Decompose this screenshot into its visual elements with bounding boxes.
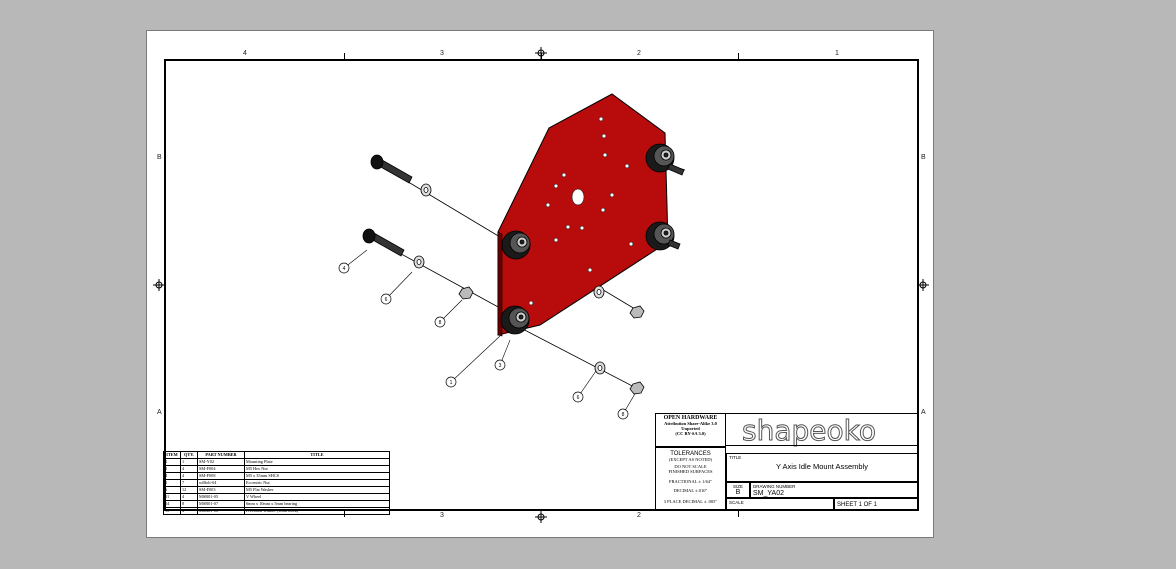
v-wheel [500,305,530,335]
balloon-label: 1 [450,380,453,386]
bom-header-row: ITEM QTY. PART NUMBER TITLE [163,451,390,459]
balloon-label: 8 [439,320,442,326]
drawing-number: SM_YA02 [753,490,784,497]
zone-label-top: 2 [637,50,641,57]
mounting-plate [497,93,669,336]
balloon-label: 6 [385,297,388,303]
tolerances-block: TOLERANCES (EXCEPT AS NOTED) DO NOT SCAL… [655,447,726,511]
washer [413,183,606,375]
zone-label-bottom: 2 [637,512,641,519]
bom-row: 1 1 SM-Y02 Mounting Plate [163,458,390,466]
plate-holes [528,116,634,306]
scale-field: SCALE [726,498,834,511]
bom-row: 15 4 MSR01-08 Precision Washer (1mm thick) [163,507,390,515]
v-wheel [645,221,681,251]
zone-label-top: 3 [440,50,444,57]
shcs-bolt [362,228,405,257]
zone-label-left: B [157,154,162,161]
zone-label-right: B [921,154,926,161]
zone-tick [738,511,739,517]
zone-label-top: 1 [835,50,839,57]
zone-label-top: 4 [243,50,247,57]
balloon-label: 8 [622,412,625,418]
balloon-label: 6 [577,395,580,401]
hex-nut [458,286,645,395]
bom-header: TITLE [244,451,390,459]
zone-label-bottom: 3 [440,512,444,519]
size-field: SIZE B [726,482,750,498]
bom-row: 14 8 MSR01-07 6mm x 10mm x 5mm bearing [163,500,390,508]
bom-row: 4 4 SM-F008 M5 x 35mm SHCS [163,472,390,480]
bill-of-materials: ITEM QTY. PART NUMBER TITLE 1 1 SM-Y02 Moun… [163,451,390,515]
logo-block: shapeoko [726,413,918,448]
balloon-label: 3 [499,363,502,369]
drawing-number-field: DRAWING NUMBER SM_YA02 [750,482,918,498]
balloon-label: 4 [343,266,346,272]
v-wheel [645,143,685,176]
sheet-field: SHEET 1 OF 1 [834,498,918,511]
drawing-title: Y Axis Idle Mount Assembly [776,462,868,471]
bom-header: QTY. [180,451,198,459]
bom-header: ITEM [163,451,181,459]
title-field: TITLE Y Axis Idle Mount Assembly [726,453,918,482]
zone-tick [738,53,739,59]
open-hardware-block: OPEN HARDWARE Attribution Share-Alike 3.… [655,413,726,447]
bom-row: 6 12 SM-F003 M5 Flat Washer [163,486,390,494]
v-wheel [501,230,531,260]
balloon [338,262,629,420]
centering-mark-icon [153,47,929,523]
bom-row: 2 4 SM-F004 M5 Hex Nut [163,465,390,473]
zone-tick [344,53,345,59]
bom-row: 11 4 MSR01-05 V Wheel [163,493,390,501]
zone-label-right: A [921,409,926,416]
bom-header: PART NUMBER [197,451,245,459]
bom-row: 5 7 wiBolt-04 Eccentric Nut [163,479,390,487]
approval-strip [726,445,918,454]
shapeoko-logo: shapeoko [742,414,877,448]
zone-label-left: A [157,409,162,416]
shcs-bolt [370,154,413,184]
